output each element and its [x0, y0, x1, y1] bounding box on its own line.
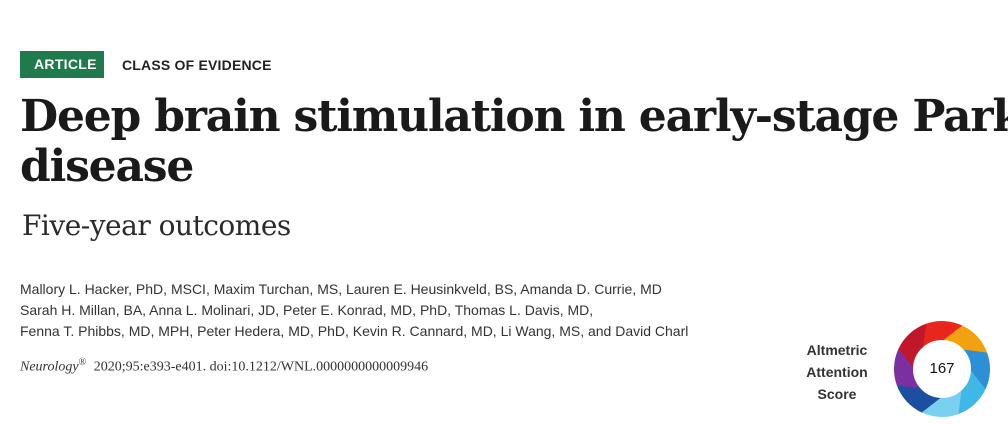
- altmetric-donut-segment: [957, 370, 986, 415]
- altmetric-donut-segment: [963, 349, 990, 391]
- altmetric-label-line-2: Attention: [806, 364, 868, 380]
- article-title: Deep brain stimulation in early-stage Pa…: [20, 92, 1008, 192]
- altmetric-donut-segment: [943, 325, 988, 354]
- author-list: Mallory L. Hacker, PhD, MSCI, Maxim Turc…: [20, 279, 714, 342]
- altmetric-donut-center: [914, 341, 970, 397]
- altmetric-donut-segment: [898, 323, 927, 368]
- article-type-row: ARTICLE CLASS OF EVIDENCE: [20, 51, 272, 78]
- author-line-2: Sarah H. Millan, BA, Anna L. Molinari, J…: [20, 302, 594, 318]
- altmetric-label-line-3: Score: [817, 386, 857, 402]
- altmetric-score[interactable]: 167: [929, 360, 955, 377]
- altmetric-donut-segment: [922, 321, 964, 348]
- citation: Neurology® 2020;95:e393-e401. doi:10.121…: [20, 357, 428, 376]
- journal-name: Neurology: [20, 359, 79, 375]
- article-subtitle: Five-year outcomes: [22, 209, 291, 242]
- article-type-badge: ARTICLE: [20, 51, 104, 78]
- altmetric-donut-segment: [894, 347, 921, 389]
- altmetric-donut-badge[interactable]: [893, 320, 991, 418]
- article-title-line-1: Deep brain stimulation in early-stage Pa…: [20, 92, 1008, 142]
- article-title-line-2: disease: [20, 141, 194, 192]
- class-of-evidence-link[interactable]: CLASS OF EVIDENCE: [122, 56, 272, 73]
- citation-details: 2020;95:e393-e401. doi:10.1212/WNL.00000…: [93, 359, 429, 375]
- author-line-1: Mallory L. Hacker, PhD, MSCI, Maxim Turc…: [20, 281, 662, 297]
- altmetric-donut-segment: [896, 384, 941, 413]
- author-line-3: Fenna T. Phibbs, MD, MPH, Peter Hedera, …: [20, 323, 689, 339]
- registered-mark: ®: [78, 357, 87, 368]
- altmetric-donut-segment: [920, 390, 962, 417]
- altmetric-label-line-1: Altmetric: [806, 342, 868, 358]
- altmetric-label[interactable]: Altmetric Attention Score: [789, 339, 885, 405]
